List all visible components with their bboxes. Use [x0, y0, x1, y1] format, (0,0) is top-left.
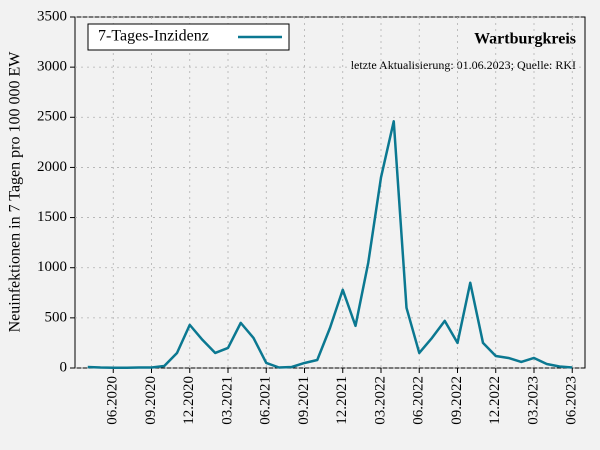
y-tick-label: 0 — [60, 359, 68, 375]
plot-area — [74, 16, 586, 369]
chart-title: Wartburgkreis — [474, 31, 576, 48]
legend-label: 7-Tages-Inzidenz — [98, 28, 209, 45]
x-tick-label: 09.2022 — [449, 376, 465, 425]
y-tick-label: 500 — [45, 309, 68, 325]
y-axis-label: Neuinfektionen in 7 Tagen pro 100 000 EW — [7, 51, 24, 333]
y-tick-label: 2000 — [37, 159, 67, 175]
y-tick-label: 3000 — [37, 59, 67, 75]
x-tick-label: 09.2021 — [296, 376, 312, 425]
data-line — [87, 120, 573, 370]
x-tick-label: 06.2023 — [564, 376, 580, 425]
y-tick-label: 1000 — [37, 259, 67, 275]
y-tick-label: 3500 — [37, 8, 67, 24]
x-tick-label: 06.2021 — [258, 376, 274, 425]
x-tick-label: 03.2023 — [525, 376, 541, 425]
x-tick-label: 09.2020 — [143, 376, 159, 425]
x-tick-label: 12.2020 — [181, 376, 197, 425]
x-tick-label: 06.2020 — [105, 376, 121, 425]
y-tick-label: 1500 — [37, 209, 67, 225]
y-tick-label: 2500 — [37, 109, 67, 125]
x-tick-label: 06.2022 — [411, 376, 427, 425]
chart-subtitle: letzte Aktualisierung: 01.06.2023; Quell… — [351, 58, 576, 72]
x-tick-label: 12.2021 — [334, 376, 350, 425]
x-tick-label: 12.2022 — [487, 376, 503, 425]
x-tick-label: 03.2021 — [219, 376, 235, 425]
x-tick-label: 03.2022 — [372, 376, 388, 425]
